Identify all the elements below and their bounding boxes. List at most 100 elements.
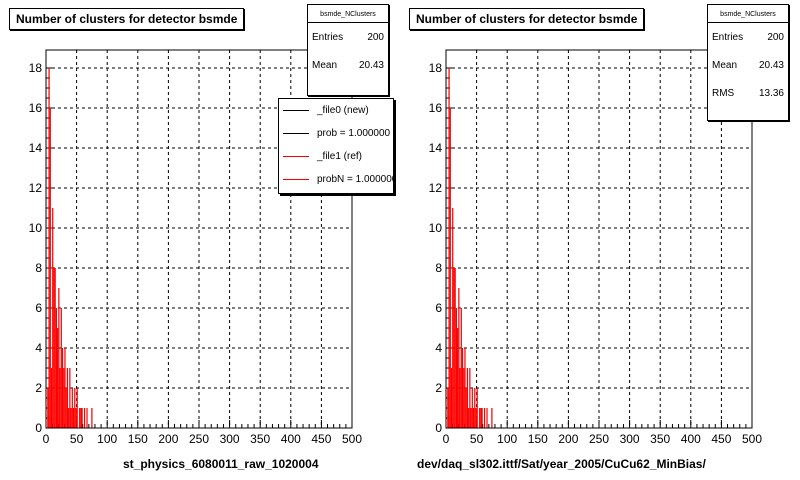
histogram-bin [69,368,71,428]
histogram-bin [63,368,65,428]
y-tick-label: 0 [35,421,42,435]
histogram-panel-right: 0 50 100 150 200 250 300 350 400 450 500 0 2 4 6 8 10 12 1… [400,0,800,480]
stats-mean-value: 20.43 [758,59,784,71]
x-tick-label: 200 [558,432,578,446]
histogram-bin [81,408,83,428]
histogram-bin [454,268,456,428]
x-tick-label: 50 [70,432,84,446]
histogram-bin [461,348,464,428]
histogram-bin [76,388,78,428]
x-tick-label: 500 [742,432,762,446]
histogram-bin [460,308,462,428]
histogram-bin [48,68,50,428]
histogram-bin [483,408,486,428]
legend: _file0 (new) prob = 1.000000 _file1 (ref… [278,98,394,194]
x-axis-label: dev/daq_sl302.ittf/Sat/year_2005/CuCu62_… [417,457,706,471]
histogram-plot-left: 0 50 100 150 200 250 300 350 400 450 500 0 2 4 6 8 10 12 1… [29,49,362,446]
x-tick-label: 100 [497,432,517,446]
histogram-bin [57,328,59,428]
histogram-bin [463,368,465,428]
histogram-bin [61,348,64,428]
histogram-bin [68,408,70,428]
chart-title: Number of clusters for detector bsmde [9,8,245,30]
stats-mean-row: Mean 20.43 [708,51,788,79]
x-tick-label: 250 [189,432,209,446]
histogram-bin [459,368,461,428]
histogram-bin [465,388,467,428]
legend-entry-probn: probN = 1.000000 [279,168,393,191]
stats-entries-row: Entries 200 [708,23,788,51]
y-tick-label: 10 [429,221,443,235]
histogram-bin [79,408,81,428]
y-tick-label: 14 [29,141,43,155]
histogram-bin [71,388,73,428]
x-tick-label: 400 [281,432,301,446]
legend-label: prob = 1.000000 [317,128,391,139]
y-tick-label: 18 [429,61,443,75]
histogram-bin [80,408,82,428]
histogram-bin [53,268,55,428]
x-tick-label: 300 [220,432,240,446]
x-tick-label: 450 [311,432,331,446]
legend-line-black [283,110,309,111]
histogram-bin [449,108,451,428]
legend-entry-file0: _file0 (new) [279,99,393,122]
x-tick-label: 300 [620,432,640,446]
histogram-bin [50,368,53,428]
histogram-bin [455,308,458,428]
x-tick-label: 0 [43,432,50,446]
histogram-bin [464,348,466,428]
histogram-bin [64,348,66,428]
stats-entries-label: Entries [712,31,744,43]
y-tick-label: 16 [429,101,443,115]
legend-line-red [283,156,309,157]
stats-mean-label: Mean [712,59,738,71]
x-tick-label: 50 [470,432,484,446]
histogram-bin [468,408,470,428]
chart-title: Number of clusters for detector bsmde [409,8,645,30]
plot-frame [45,49,353,429]
histogram-bin [471,388,473,428]
histogram-bin [54,268,56,428]
histogram-panel-left: 0 50 100 150 200 250 300 350 400 450 500 0 2 4 6 8 10 12 1… [9,4,394,471]
histogram-bin [474,388,476,428]
histogram-bin [447,388,449,428]
legend-line-black [283,133,309,134]
stats-mean-value: 20.43 [358,59,384,71]
y-tick-label: 8 [435,261,442,275]
histogram-bin [448,68,450,428]
histogram-bin [74,388,76,428]
y-tick-label: 12 [29,181,43,195]
y-tick-label: 16 [29,101,43,115]
x-tick-label: 200 [158,432,178,446]
histogram-bin [55,308,58,428]
legend-line-red [283,179,309,180]
y-tick-label: 14 [429,141,443,155]
stats-entries-row: Entries 200 [308,23,388,51]
histogram-bin [458,288,460,428]
y-tick-label: 2 [35,381,42,395]
histogram-bin [453,268,455,428]
stats-rms-value: 13.36 [758,87,784,99]
histogram-bin [470,408,472,428]
stats-mean-row: Mean 20.43 [308,51,388,79]
histogram-bin [72,408,75,428]
y-tick-label: 12 [429,181,443,195]
histogram-bin [58,288,60,428]
histogram-bin [86,408,88,428]
histogram-bin [486,408,488,428]
x-tick-label: 150 [128,432,148,446]
y-tick-label: 18 [29,61,43,75]
histogram-bin [472,408,475,428]
histogram-bin [83,408,86,428]
stats-entries-value: 200 [367,31,384,43]
histogram-bin [91,408,93,428]
legend-entry-prob: prob = 1.000000 [279,122,393,145]
stats-rms-row: RMS 13.36 [708,79,788,107]
histogram-bin [60,308,62,428]
x-tick-label: 350 [250,432,270,446]
y-tick-label: 6 [35,301,42,315]
stats-box: bsmde_NClusters Entries 200 Mean 20.43 R… [707,4,789,121]
legend-label: probN = 1.000000 [317,174,394,185]
x-tick-label: 400 [681,432,701,446]
